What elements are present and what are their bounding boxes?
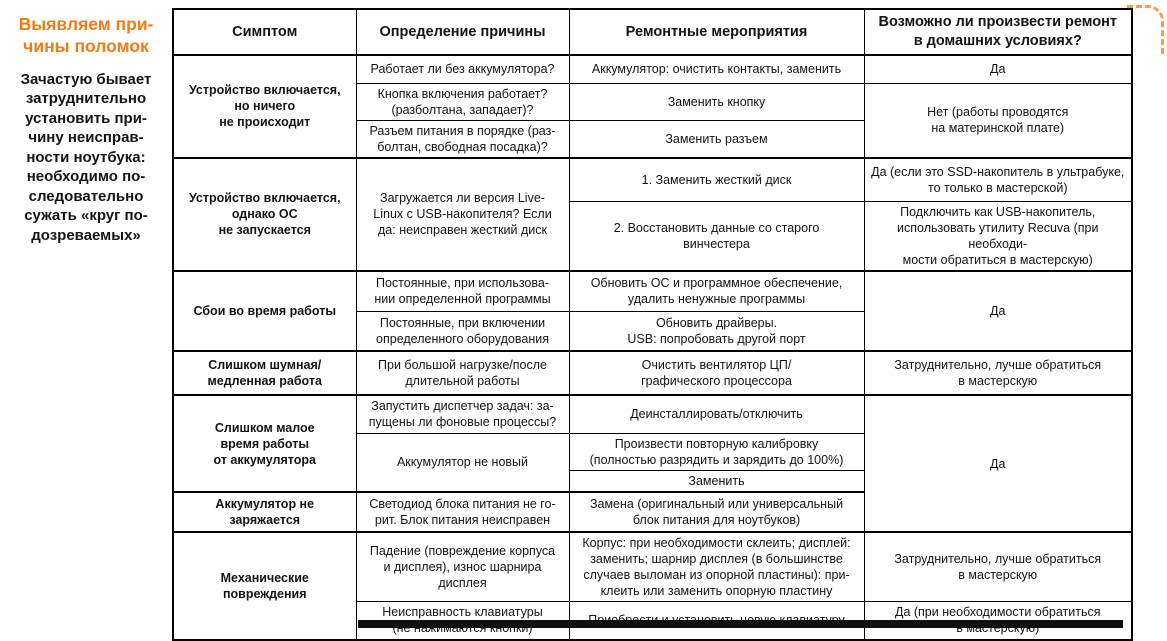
- repair-cell: 1. Заменить жесткий диск: [568, 156, 865, 202]
- table-row: Устройство включается, однако ОС не запу…: [172, 156, 1133, 272]
- repair-cell: 2. Восстановить данные со старого винчес…: [568, 201, 865, 272]
- repair-cell: Заменить разъем: [568, 119, 865, 158]
- column-header-repair: Ремонтные мероприятия: [568, 8, 865, 56]
- page-bottom-bar: [358, 620, 1123, 628]
- table-row: Постоянные, при включении определенного …: [173, 310, 1132, 352]
- header-row: Симптом Определение причины Ремонтные ме…: [172, 8, 1133, 56]
- cause-cell: Светодиод блока питания не го- рит. Блок…: [355, 491, 570, 533]
- symptom-cell: Сбои во время работы: [172, 270, 357, 352]
- home-repair-cell: Да (если это SSD-накопитель в ультрабуке…: [863, 156, 1133, 202]
- repair-cell: Обновить ОС и программное обеспечение, у…: [568, 270, 865, 312]
- cause-cell: Падение (повреждение корпуса и дисплея),…: [355, 531, 570, 602]
- home-repair-cell: Затруднительно, лучше обратиться в масте…: [863, 350, 1133, 396]
- repair-cell: Корпус: при необходимости склеить; диспл…: [568, 531, 865, 602]
- repair-cell: Деинсталлировать/отключить: [568, 394, 865, 434]
- home-repair-cell: Да: [863, 270, 1133, 352]
- symptom-cell: Слишком малое время работы от аккумулято…: [172, 394, 357, 493]
- home-repair-cell: Да: [863, 54, 1133, 84]
- column-header-cause: Определение причины: [355, 8, 570, 56]
- home-repair-cell: Подключить как USB-накопитель, использов…: [863, 201, 1133, 272]
- repair-cell: Аккумулятор: очистить контакты, заменить: [568, 54, 865, 84]
- intro-note: Зачастую бывает затруднительно установит…: [20, 70, 152, 244]
- table-row: Аккумулятор не заряжается Светодиод блок…: [172, 491, 1132, 533]
- repair-cell: Очистить вентилятор ЦП/ графического про…: [568, 350, 865, 396]
- symptom-cell: Устройство включается, однако ОС не запу…: [172, 156, 357, 272]
- cause-cell: Работает ли без аккумулятора?: [355, 54, 570, 84]
- column-header-home: Возможно ли произвести ремонт в домашних…: [863, 8, 1133, 56]
- cause-cell: Разъем питания в порядке (раз- болтан, с…: [355, 119, 570, 158]
- page-title: Выявляем при- чины поломок: [18, 14, 154, 56]
- symptom-cell: Аккумулятор не заряжается: [172, 491, 357, 533]
- diagnostics-table: Симптом Определение причины Ремонтные ме…: [172, 8, 1133, 641]
- repair-cell: Замена (оригинальный или универсальный б…: [568, 491, 865, 533]
- symptom-cell: Слишком шумная/ медленная работа: [172, 350, 357, 396]
- table-row: Механические повреждения Падение (повреж…: [172, 531, 1133, 640]
- dashed-corner-decoration: [1127, 5, 1164, 54]
- cause-cell: Постоянные, при включении определенного …: [355, 310, 570, 352]
- column-header-symptom: Симптом: [172, 8, 357, 56]
- cause-cell: При большой нагрузке/после длительной ра…: [355, 350, 570, 396]
- cause-cell: Постоянные, при использова- нии определе…: [355, 270, 570, 312]
- table-row: Кнопка включения работает? (разболтана, …: [173, 82, 1133, 158]
- cause-cell: Аккумулятор не новый: [355, 432, 570, 493]
- sidebar: Выявляем при- чины поломок Зачастую быва…: [6, 14, 166, 245]
- symptom-cell: Устройство включается, но ничего не прои…: [172, 54, 357, 158]
- repair-cell: Произвести повторную калибровку (полност…: [568, 432, 865, 471]
- table-row: Слишком шумная/ медленная работа При бол…: [172, 350, 1133, 396]
- cause-cell: Кнопка включения работает? (разболтана, …: [355, 82, 570, 121]
- repair-cell: Заменить кнопку: [568, 82, 865, 121]
- table-row: Слишком малое время работы от аккумулято…: [172, 394, 1133, 533]
- cause-cell: Запустить диспетчер задач: за- пущены ли…: [355, 394, 570, 434]
- cause-cell: Загружается ли версия Live- Linux с USB-…: [355, 156, 570, 272]
- table-row: Разъем питания в порядке (раз- болтан, с…: [173, 119, 1132, 158]
- home-repair-cell: Нет (работы проводятся на материнской пл…: [863, 82, 1133, 158]
- symptom-cell: Механические повреждения: [172, 531, 357, 640]
- home-repair-cell: Да: [863, 394, 1133, 533]
- table-row: Сбои во время работы Постоянные, при исп…: [172, 270, 1133, 352]
- repair-cell: Обновить драйверы. USB: попробовать друг…: [568, 310, 865, 352]
- table-row: Устройство включается, но ничего не прои…: [172, 54, 1133, 158]
- home-repair-cell: Затруднительно, лучше обратиться в масте…: [863, 531, 1133, 602]
- repair-cell: Заменить: [568, 469, 865, 493]
